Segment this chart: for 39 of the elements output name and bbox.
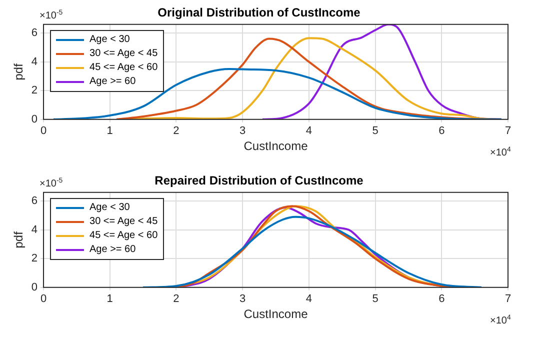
legend-label: 45 <= Age < 60 [90,229,158,244]
x-tick-label: 2 [173,125,180,138]
y-tick-label: 4 [31,56,38,68]
y-tick-label: 0 [31,281,38,294]
y-axis-title: pdf [12,62,26,80]
x-tick-label: 1 [106,293,113,306]
x-axis-title: CustIncome [244,139,308,154]
y-tick-label: 0 [31,113,38,126]
x-tick-label: 6 [438,293,445,306]
legend-label: Age >= 60 [90,75,136,90]
x-tick-label: 7 [504,293,512,306]
legend-label: Age < 30 [90,201,130,216]
x-tick-label: 0 [40,125,47,138]
legend-label: Age < 30 [90,33,130,48]
x-tick-label: 5 [372,293,378,306]
x-tick-label: 5 [372,125,378,138]
x-tick-label: 1 [106,125,113,138]
legend-label: Age >= 60 [90,243,136,258]
y-tick-label: 2 [31,84,38,97]
chart-title: Original Distribution of CustIncome [158,6,361,20]
x-tick-label: 7 [504,125,512,138]
line-series [142,216,482,288]
legend-label: 30 <= Age < 45 [90,47,158,62]
x-tick-label: 6 [438,125,445,138]
x-tick-label: 3 [240,125,246,138]
chart-title: Repaired Distribution of CustIncome [154,174,364,188]
x-axis-title: CustIncome [244,307,308,322]
y-tick-label: 4 [31,224,38,236]
y-tick-label: 6 [31,27,38,40]
y-axis-title: pdf [12,230,26,248]
x-tick-label: 3 [240,293,246,306]
y-tick-label: 6 [31,195,38,208]
x-tick-label: 4 [306,125,312,138]
y-tick-label: 2 [31,252,38,265]
legend-label: 45 <= Age < 60 [90,61,158,76]
x-tick-label: 0 [40,293,47,306]
x-tick-label: 4 [306,293,312,306]
x-tick-label: 2 [173,293,180,306]
legend-label: 30 <= Age < 45 [90,215,158,230]
